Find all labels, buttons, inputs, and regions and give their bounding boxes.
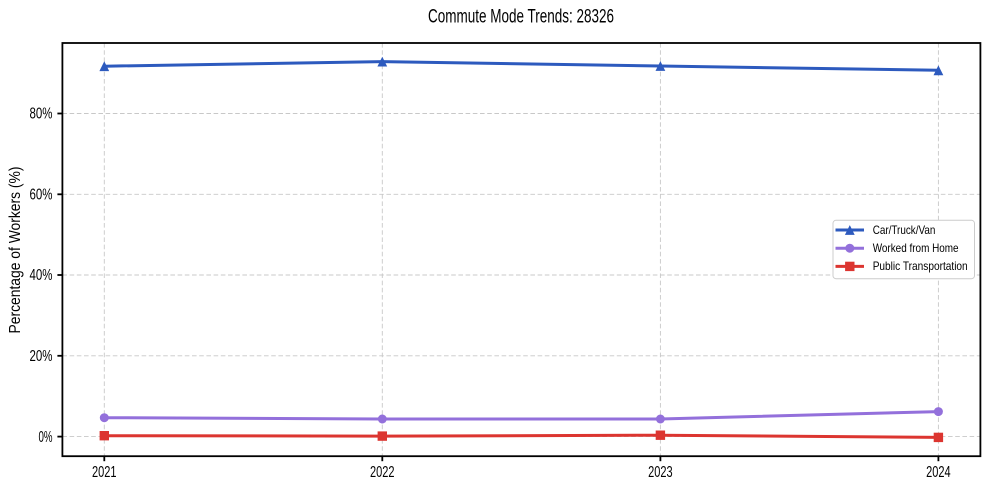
svg-text:20%: 20% xyxy=(30,348,53,365)
svg-text:Commute Mode Trends: 28326: Commute Mode Trends: 28326 xyxy=(428,5,614,27)
svg-text:Worked from Home: Worked from Home xyxy=(873,241,959,255)
svg-text:2023: 2023 xyxy=(648,464,673,481)
svg-text:2022: 2022 xyxy=(370,464,395,481)
svg-text:2021: 2021 xyxy=(92,464,117,481)
svg-text:Car/Truck/Van: Car/Truck/Van xyxy=(873,223,936,237)
svg-text:80%: 80% xyxy=(30,106,53,123)
svg-text:Public Transportation: Public Transportation xyxy=(873,259,968,273)
svg-text:60%: 60% xyxy=(30,187,53,204)
svg-text:0%: 0% xyxy=(39,429,53,446)
svg-text:Percentage of Workers (%): Percentage of Workers (%) xyxy=(7,167,24,334)
svg-text:40%: 40% xyxy=(30,267,53,284)
svg-text:2024: 2024 xyxy=(926,464,951,481)
